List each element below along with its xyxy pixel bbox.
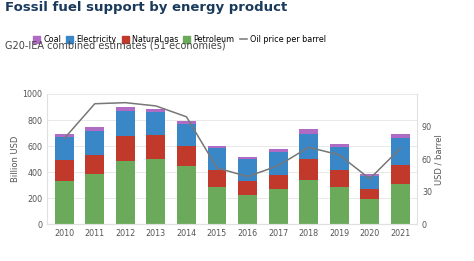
Legend: Coal, Electricity, Natural gas, Petroleum, Oil price per barrel: Coal, Electricity, Natural gas, Petroleu… xyxy=(33,35,326,44)
Bar xyxy=(177,166,196,224)
Text: G20-IEA combined estimates (51 economies): G20-IEA combined estimates (51 economies… xyxy=(5,40,225,50)
Bar xyxy=(55,181,73,224)
Bar xyxy=(146,109,165,112)
Bar xyxy=(299,129,318,134)
Bar xyxy=(177,124,196,146)
Bar xyxy=(177,146,196,166)
Y-axis label: USD / barrel: USD / barrel xyxy=(435,134,444,185)
Bar xyxy=(391,134,410,138)
Bar xyxy=(299,159,318,180)
Bar xyxy=(208,187,227,224)
Bar xyxy=(85,174,104,224)
Bar xyxy=(360,174,379,176)
Text: Fossil fuel support by energy product: Fossil fuel support by energy product xyxy=(5,1,287,14)
Bar xyxy=(85,130,104,155)
Bar xyxy=(269,149,288,152)
Bar xyxy=(299,134,318,159)
Bar xyxy=(208,148,227,170)
Bar xyxy=(391,165,410,184)
Bar xyxy=(146,135,165,159)
Bar xyxy=(391,138,410,165)
Bar xyxy=(85,127,104,130)
Bar xyxy=(55,134,73,137)
Bar xyxy=(269,188,288,224)
Bar xyxy=(360,176,379,189)
Bar xyxy=(330,144,349,147)
Bar xyxy=(146,112,165,135)
Bar xyxy=(330,187,349,224)
Bar xyxy=(238,181,257,195)
Bar xyxy=(116,161,135,224)
Bar xyxy=(116,107,135,111)
Bar xyxy=(85,155,104,174)
Bar xyxy=(269,152,288,175)
Bar xyxy=(360,199,379,224)
Bar xyxy=(116,111,135,136)
Bar xyxy=(238,195,257,224)
Bar xyxy=(55,160,73,181)
Bar xyxy=(330,147,349,170)
Bar xyxy=(391,184,410,224)
Bar xyxy=(269,175,288,188)
Y-axis label: Billion USD: Billion USD xyxy=(11,136,20,182)
Bar xyxy=(116,136,135,161)
Bar xyxy=(146,159,165,224)
Bar xyxy=(208,170,227,187)
Bar xyxy=(238,159,257,181)
Bar xyxy=(238,157,257,159)
Bar xyxy=(299,180,318,224)
Bar xyxy=(360,189,379,199)
Bar xyxy=(177,121,196,124)
Bar xyxy=(330,170,349,187)
Bar xyxy=(208,146,227,148)
Bar xyxy=(55,137,73,160)
